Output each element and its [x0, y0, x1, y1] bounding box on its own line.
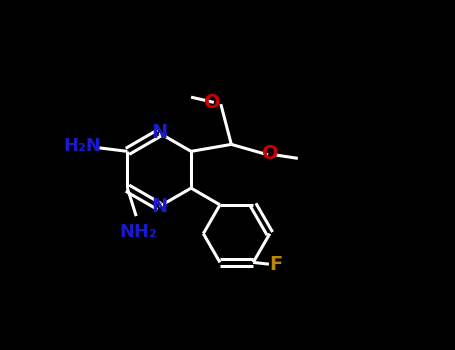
Text: N: N	[151, 124, 167, 142]
Text: N: N	[151, 197, 167, 216]
Text: H₂N: H₂N	[63, 137, 101, 155]
Text: O: O	[262, 144, 278, 163]
Text: O: O	[204, 93, 220, 112]
Text: F: F	[269, 255, 283, 274]
Text: NH₂: NH₂	[119, 223, 157, 241]
